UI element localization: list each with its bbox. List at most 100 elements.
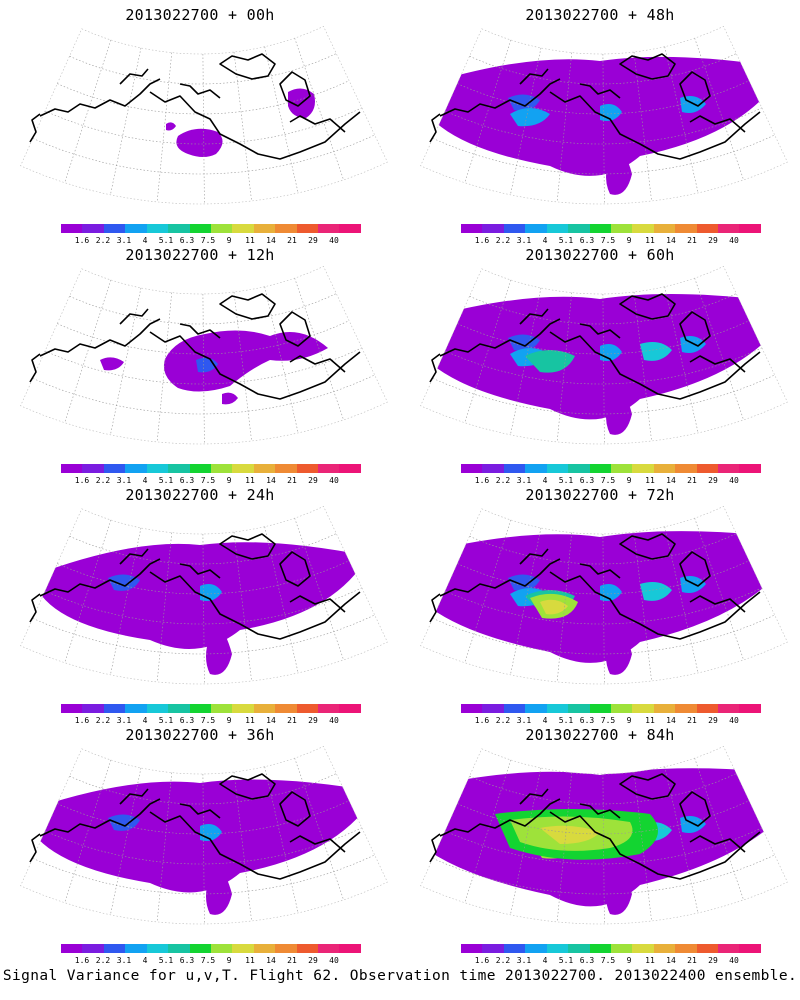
colorbar-segment [696,704,719,713]
colorbar-label: 7.5 [600,716,616,725]
colorbar-segment [653,944,676,953]
colorbar-segment [189,224,211,233]
colorbar-label: 21 [687,716,697,725]
colorbar-segment [146,464,169,473]
colorbar-label: 4 [542,956,548,965]
colorbar-label: 6.3 [179,476,195,485]
colorbar-segment [739,704,761,713]
colorbar-segment [253,464,276,473]
colorbar-label: 5.1 [558,716,574,725]
colorbar-segment [125,464,147,473]
forecast-panel: 2013022700 + 36h 1.6 2.2 3.1 4 5.1 6.3 7.5 9 11 14… [0,720,400,965]
coastlines [429,53,761,160]
colorbar-segment [82,944,104,953]
colorbar-segment [168,464,190,473]
colorbar-segment [675,944,697,953]
colorbar-segment [210,464,233,473]
colorbar-label: 29 [308,476,318,485]
colorbar-segment [675,224,697,233]
figure-caption: Signal Variance for u,v,T. Flight 62. Ob… [2,968,798,984]
colorbar-segment [232,464,254,473]
colorbar-label: 11 [245,956,255,965]
colorbar-label: 21 [687,476,697,485]
colorbar-label: 5.1 [158,716,174,725]
panel-title: 2013022700 + 84h [525,726,675,744]
colorbar-segment [103,464,126,473]
colorbar-label: 4 [142,236,148,245]
colorbar-segment [589,224,611,233]
forecast-panel: 2013022700 + 72h 1.6 2.2 3.1 4 5.1 6.3 7.5 9 11 14… [400,480,800,725]
colorbar-label: 7.5 [200,236,216,245]
colorbar-segment [296,704,319,713]
colorbar-label: 11 [645,716,655,725]
panel-title: 2013022700 + 24h [125,486,275,504]
colorbar-label: 21 [287,476,297,485]
colorbar-label: 14 [266,956,276,965]
panel-title: 2013022700 + 12h [125,246,275,264]
colorbar-label: 40 [329,716,339,725]
colorbar-segment [503,704,526,713]
colorbar-label: 6.3 [579,476,595,485]
colorbar-label: 14 [266,476,276,485]
colorbar-label: 6.3 [179,956,195,965]
colorbar-label: 11 [645,476,655,485]
colorbar-label: 11 [245,476,255,485]
colorbar-labels: 1.6 2.2 3.1 4 5.1 6.3 7.5 9 11 14 21 29 40 [55,956,375,966]
colorbar-label: 14 [666,716,676,725]
colorbar [461,464,761,473]
colorbar [61,464,361,473]
colorbar-labels: 1.6 2.2 3.1 4 5.1 6.3 7.5 9 11 14 21 29 40 [455,476,775,486]
variance-contour [108,814,140,831]
colorbar-label: 5.1 [158,956,174,965]
colorbar-segment [546,224,569,233]
variance-contour [606,864,632,915]
colorbar-label: 29 [708,476,718,485]
colorbar-segment [125,944,147,953]
colorbar-segment [189,464,211,473]
colorbar-label: 11 [245,236,255,245]
colorbar-segment [61,464,83,473]
colorbar-label: 9 [226,476,232,485]
variance-contour [163,330,328,392]
colorbar-label: 2.2 [95,716,111,725]
colorbar-label: 29 [308,956,318,965]
colorbar-segment [546,704,569,713]
colorbar-labels: 1.6 2.2 3.1 4 5.1 6.3 7.5 9 11 14 21 29 40 [455,236,775,246]
colorbar-label: 40 [729,476,739,485]
forecast-panel: 2013022700 + 60h 1.6 2.2 3.1 4 5.1 6.3 7.5 9 11 14… [400,240,800,485]
colorbar-label: 6.3 [179,716,195,725]
coastlines [429,293,761,400]
colorbar-segment [610,704,633,713]
colorbar-segment [275,704,297,713]
colorbar-label: 21 [287,716,297,725]
colorbar-segment [253,944,276,953]
variance-map [420,505,788,685]
colorbar-segment [696,944,719,953]
colorbar-label: 11 [245,716,255,725]
colorbar-segment [125,704,147,713]
panel-title: 2013022700 + 36h [125,726,275,744]
colorbar-segment [296,464,319,473]
colorbar-label: 14 [266,716,276,725]
colorbar-label: 14 [666,476,676,485]
colorbar-label: 1.6 [474,236,490,245]
colorbar-segment [653,704,676,713]
variance-contour [508,334,540,351]
forecast-panel: 2013022700 + 24h 1.6 2.2 3.1 4 5.1 6.3 7.5 9 11 14… [0,480,400,725]
variance-contour [540,825,600,844]
colorbar-segment [632,944,654,953]
coastlines [29,773,361,880]
colorbar-label: 40 [729,716,739,725]
variance-map [20,745,388,925]
variance-contour [176,128,223,157]
colorbar-label: 40 [329,236,339,245]
colorbar-label: 4 [142,716,148,725]
colorbar-label: 21 [687,956,697,965]
colorbar-label: 40 [329,476,339,485]
variance-contour [206,624,232,675]
variance-map [420,745,788,925]
colorbar-segment [189,704,211,713]
colorbar-segment [568,224,590,233]
colorbar-label: 2.2 [495,476,511,485]
colorbar-label: 3.1 [516,956,532,965]
